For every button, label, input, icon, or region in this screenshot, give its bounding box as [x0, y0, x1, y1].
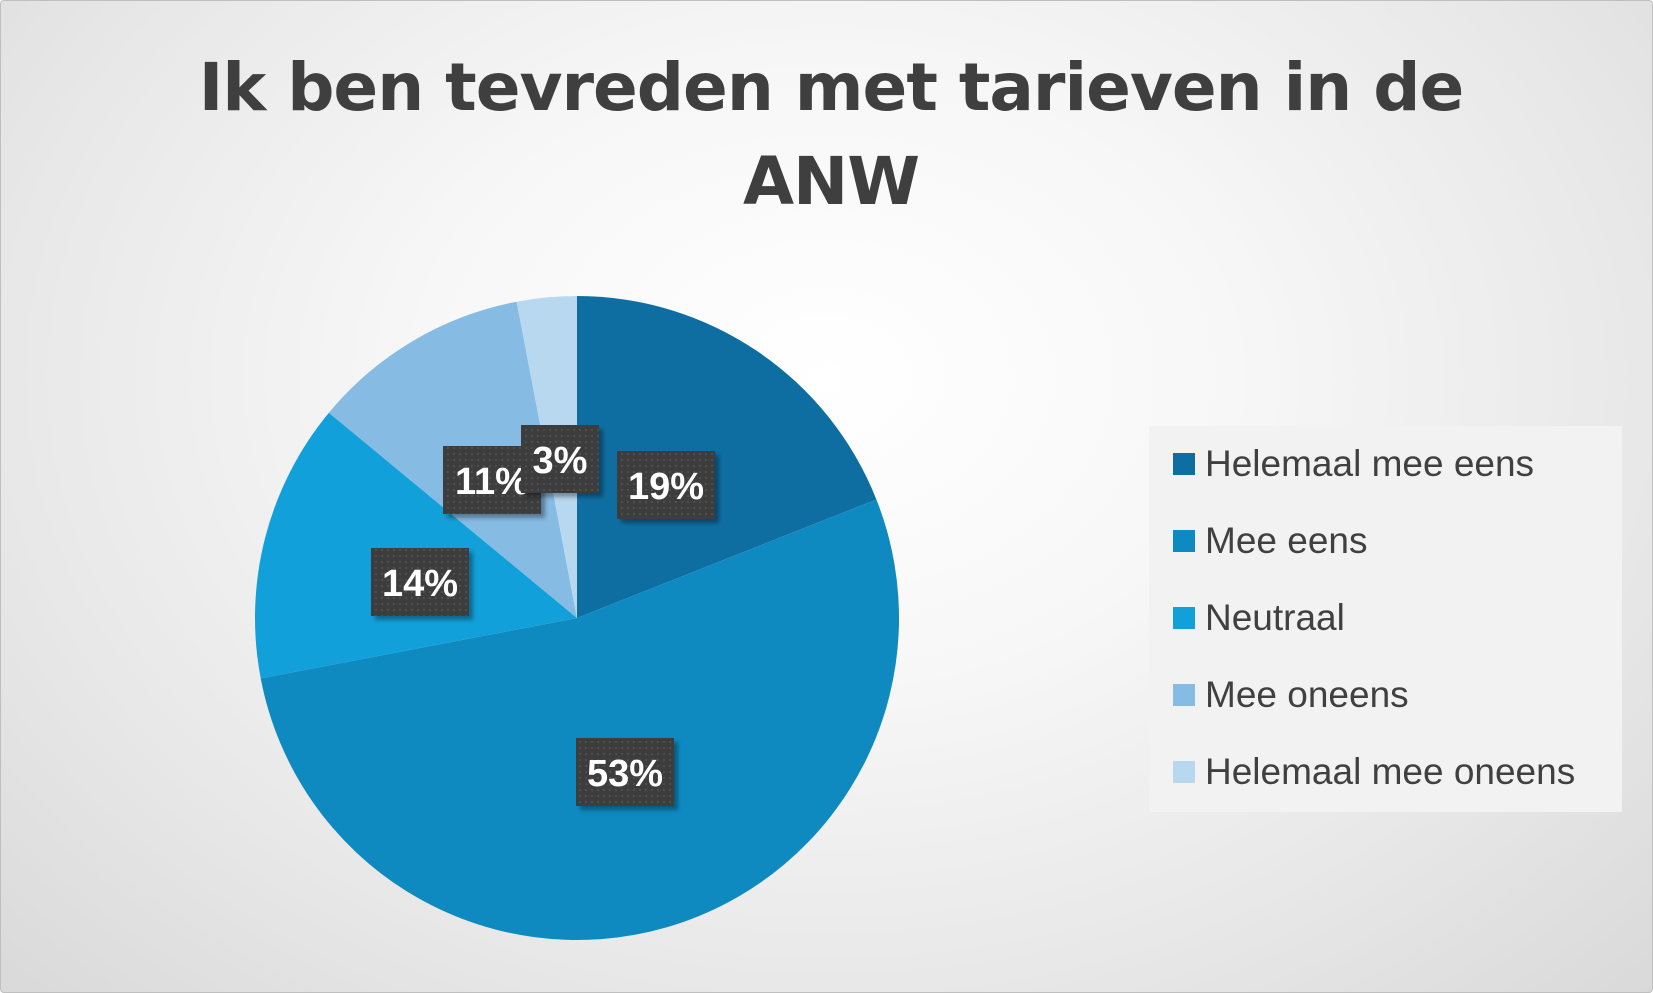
legend-swatch [1173, 607, 1195, 629]
chart-title: Ik ben tevreden met tarieven in de ANW [198, 49, 1464, 220]
legend-swatch [1173, 530, 1195, 552]
data-label-text: 11% [455, 461, 529, 503]
pie-slice-helemaal-mee-eens [577, 296, 877, 618]
legend-label: Mee eens [1205, 520, 1368, 561]
data-label-text: 53% [587, 753, 663, 795]
legend-swatch [1173, 453, 1195, 475]
data-label-text: 3% [533, 440, 588, 482]
legend-label: Mee oneens [1205, 674, 1409, 715]
pie-slice-mee-eens [260, 499, 899, 941]
data-label-helemaal-mee-eens: 19% [617, 451, 715, 519]
legend-label: Helemaal mee eens [1205, 443, 1535, 484]
legend-item-helemaal-mee-eens: Helemaal mee eens [1173, 443, 1535, 484]
data-label-box [521, 425, 599, 493]
data-label-box [576, 738, 674, 806]
legend-item-neutraal: Neutraal [1173, 597, 1345, 638]
legend-swatch [1173, 684, 1195, 706]
data-label-text: 14% [382, 563, 458, 605]
legend-item-mee-oneens: Mee oneens [1173, 674, 1409, 715]
data-label-mee-eens: 53% [576, 738, 674, 806]
data-label-helemaal-mee-oneens: 3% [521, 425, 599, 493]
pie-slices [255, 296, 899, 941]
pie-slice-neutraal [255, 412, 577, 679]
legend-swatch [1173, 761, 1195, 783]
data-label-box [371, 548, 469, 616]
legend-label: Helemaal mee oneens [1205, 751, 1576, 792]
data-label-text: 19% [628, 466, 704, 508]
data-label-neutraal: 14% [371, 548, 469, 616]
pie-data-labels: 19% 53% 14% 11% 3% [371, 425, 715, 806]
legend: Helemaal mee eens Mee eens Neutraal Mee one… [1149, 426, 1622, 812]
legend-item-helemaal-mee-oneens: Helemaal mee oneens [1173, 751, 1576, 792]
data-label-box [617, 451, 715, 519]
legend-label: Neutraal [1205, 597, 1345, 638]
legend-item-mee-eens: Mee eens [1173, 520, 1368, 561]
